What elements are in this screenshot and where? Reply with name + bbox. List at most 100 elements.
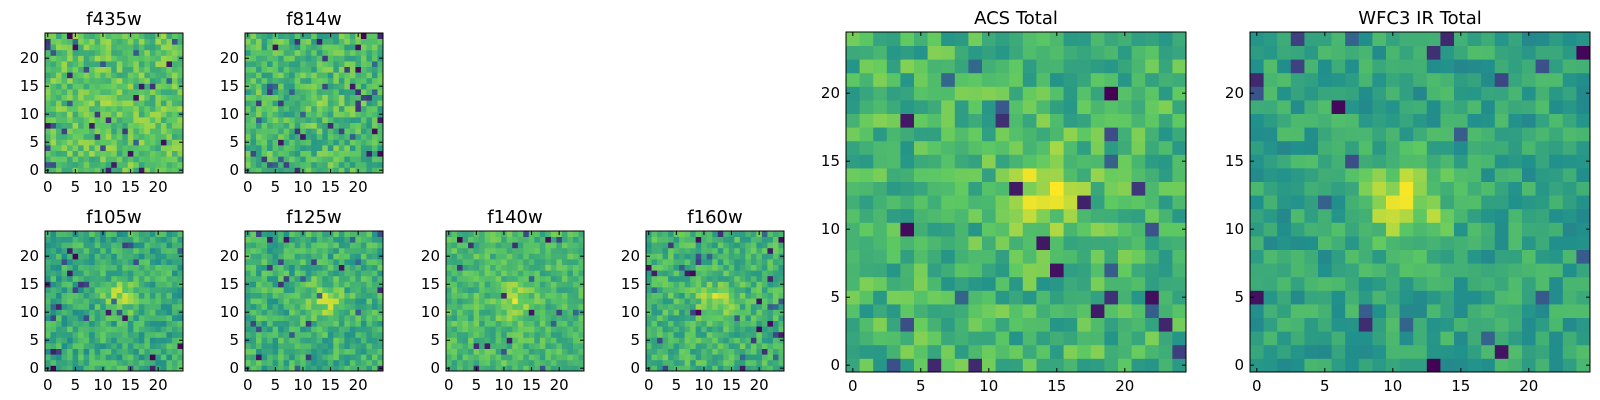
heatmap-cell xyxy=(322,354,329,361)
heatmap-cell xyxy=(501,247,508,254)
heatmap-cell xyxy=(468,292,474,299)
heatmap-cell xyxy=(322,236,329,243)
heatmap-cell xyxy=(523,354,530,361)
heatmap-cell xyxy=(451,343,458,349)
heatmap-cell xyxy=(772,259,779,265)
heatmap-cell xyxy=(484,287,491,293)
heatmap-cell xyxy=(116,264,123,271)
heatmap-cell xyxy=(512,348,519,355)
heatmap-cell xyxy=(366,354,373,361)
heatmap-cell xyxy=(490,275,497,282)
heatmap-cell xyxy=(657,270,663,277)
heatmap-cell xyxy=(83,326,90,333)
heatmap-cell xyxy=(83,315,90,321)
heatmap-cell xyxy=(366,128,373,135)
heatmap-cell xyxy=(723,354,730,361)
heatmap-cell xyxy=(1522,344,1536,359)
heatmap-cell xyxy=(138,167,145,174)
heatmap-cell xyxy=(166,100,173,107)
heatmap-cell xyxy=(1118,127,1132,142)
heatmap-cell xyxy=(484,236,491,243)
heatmap-cell xyxy=(127,315,134,321)
heatmap-cell xyxy=(111,55,118,62)
heatmap-cell xyxy=(750,359,757,366)
heatmap-cell xyxy=(355,49,362,56)
heatmap-cell xyxy=(72,270,79,277)
heatmap-cell xyxy=(322,94,329,101)
heatmap-cell xyxy=(50,354,57,361)
heatmap-cell xyxy=(300,94,307,101)
heatmap-cell xyxy=(701,315,708,321)
heatmap-cell xyxy=(256,343,262,349)
heatmap-cell xyxy=(256,72,262,79)
heatmap-cell xyxy=(506,326,513,333)
heatmap-cell xyxy=(67,77,73,84)
heatmap-cell xyxy=(94,117,101,123)
heatmap-cell xyxy=(360,320,367,327)
heatmap-cell xyxy=(344,231,351,237)
heatmap-cell xyxy=(56,337,62,344)
heatmap-cell xyxy=(462,343,469,349)
heatmap-cell xyxy=(1063,45,1078,60)
heatmap-cell xyxy=(1050,154,1064,169)
heatmap-cell xyxy=(261,44,268,51)
heatmap-cell xyxy=(327,145,334,151)
heatmap-cell xyxy=(1063,100,1078,114)
heatmap-cell xyxy=(859,195,874,210)
heatmap-cell xyxy=(1440,249,1455,264)
heatmap-cell xyxy=(1172,113,1187,128)
heatmap-cell xyxy=(83,270,90,277)
heatmap-cell xyxy=(679,343,686,349)
heatmap-cell xyxy=(534,320,541,327)
heatmap-cell xyxy=(517,270,524,277)
heatmap-cell xyxy=(728,359,735,366)
heatmap-cell xyxy=(1304,195,1319,210)
heatmap-cell xyxy=(155,343,162,349)
heatmap-cell xyxy=(316,343,323,349)
heatmap-cell xyxy=(1145,358,1160,373)
heatmap-cell xyxy=(83,49,90,56)
heatmap-cell xyxy=(846,127,860,142)
heatmap-cell xyxy=(1454,276,1468,291)
heatmap-cell xyxy=(50,365,57,372)
heatmap-cell xyxy=(982,72,996,87)
x-tick-label: 0 xyxy=(243,178,253,196)
heatmap-cell xyxy=(100,264,107,271)
heatmap-cell xyxy=(349,77,356,84)
heatmap-cell xyxy=(261,348,268,355)
heatmap-cell xyxy=(490,326,497,333)
heatmap-cell xyxy=(138,359,145,366)
heatmap-cell xyxy=(451,270,458,277)
heatmap-cell xyxy=(657,365,663,372)
heatmap-cell xyxy=(349,66,356,73)
heatmap-cell xyxy=(360,292,367,299)
heatmap-cell xyxy=(501,236,508,243)
heatmap-cell xyxy=(377,259,384,265)
heatmap-cell xyxy=(144,343,151,349)
heatmap-cell xyxy=(366,72,373,79)
heatmap-cell xyxy=(1549,358,1564,373)
heatmap-cell xyxy=(982,358,996,373)
heatmap-cell xyxy=(355,94,362,101)
heatmap-cell xyxy=(138,83,145,90)
heatmap-cell xyxy=(490,343,497,349)
heatmap-cell xyxy=(149,83,156,90)
heatmap-cell xyxy=(61,298,68,305)
heatmap-cell xyxy=(245,94,251,101)
heatmap-cell xyxy=(127,77,134,84)
heatmap-cell xyxy=(572,275,579,282)
heatmap-cell xyxy=(886,249,901,264)
heatmap-cell xyxy=(155,105,162,112)
heatmap-cell xyxy=(289,259,296,265)
heatmap-cell xyxy=(272,145,279,151)
heatmap-cell xyxy=(684,264,691,271)
heatmap-cell xyxy=(100,145,107,151)
heatmap-cell xyxy=(1454,263,1468,278)
heatmap-cell xyxy=(1050,181,1064,196)
heatmap-cell xyxy=(322,315,329,321)
heatmap-cell xyxy=(1022,181,1037,196)
heatmap-cell xyxy=(567,320,574,327)
heatmap-cell xyxy=(567,287,574,293)
heatmap-cell xyxy=(94,281,101,288)
